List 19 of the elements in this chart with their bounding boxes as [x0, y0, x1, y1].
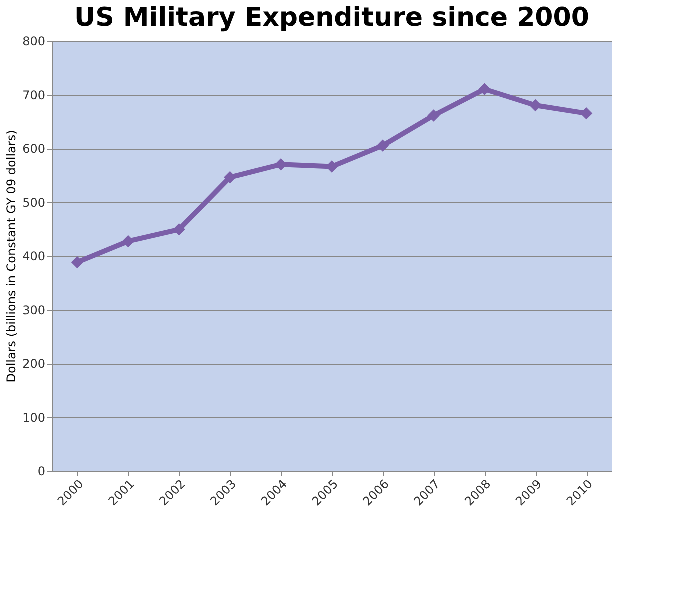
- y-tick-label: 800: [22, 34, 46, 48]
- y-tick-label: 300: [22, 303, 46, 318]
- point: [428, 110, 440, 122]
- point: [122, 235, 134, 248]
- y-tick-label: 0: [38, 464, 46, 478]
- y-tick-label: 600: [22, 142, 46, 156]
- point: [530, 99, 542, 112]
- point: [478, 83, 491, 96]
- y-tick-label: 500: [22, 196, 46, 210]
- point: [173, 224, 186, 236]
- point: [376, 140, 390, 152]
- y-axis-title: Dollars (billions in Constant GY 09 dollars): [4, 130, 19, 383]
- y-tick-label: 700: [22, 88, 46, 102]
- chart-title: US Military Expenditure since 2000: [74, 3, 590, 33]
- y-tick-label: 100: [22, 410, 46, 425]
- y-tick-label: 400: [22, 250, 46, 264]
- point: [224, 171, 236, 184]
- y-tick-label: 200: [22, 357, 46, 371]
- point: [71, 256, 84, 269]
